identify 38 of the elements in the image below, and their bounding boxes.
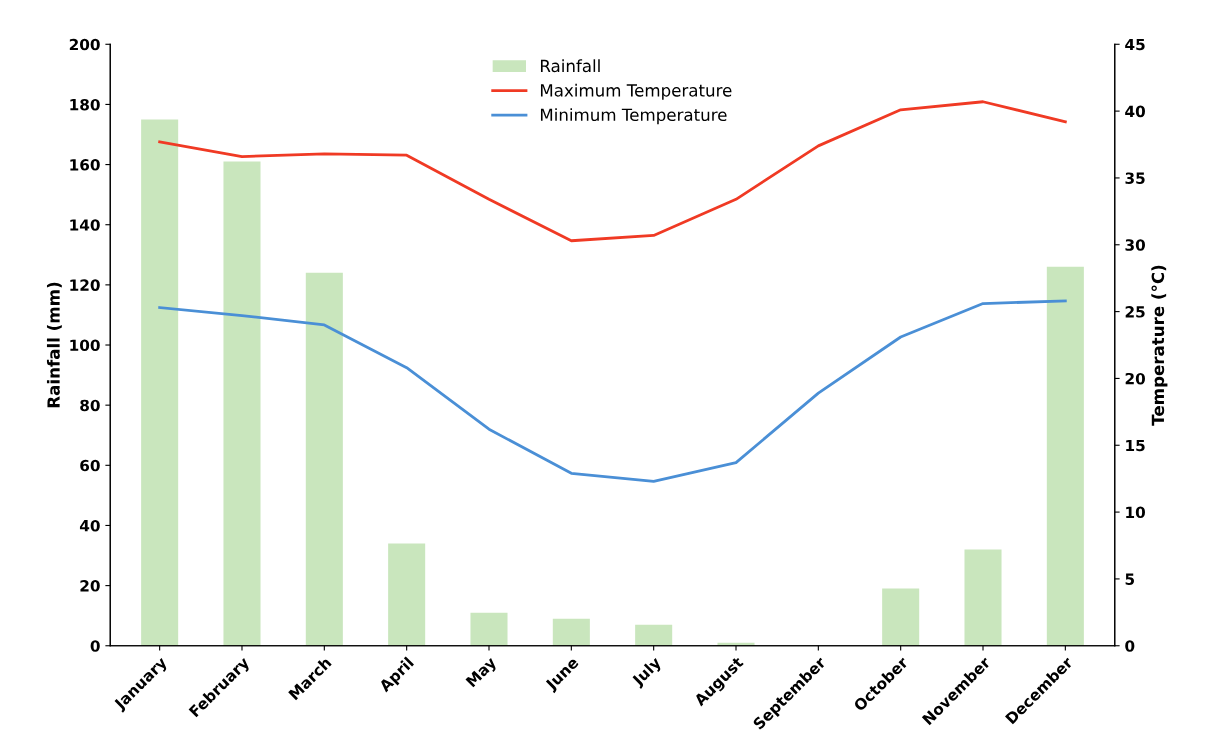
y2-tick-label: 0 — [1125, 640, 1135, 652]
legend-label: Rainfall — [540, 59, 600, 73]
bar — [552, 618, 590, 646]
y-tick-label: 0 — [90, 640, 100, 652]
y2-tick-label: 20 — [1125, 372, 1145, 385]
y-axis-title: Rainfall (mm) — [46, 282, 62, 408]
y2-tick-label: 5 — [1125, 573, 1135, 585]
legend-label: Minimum Temperature — [540, 108, 727, 125]
bar — [964, 549, 1002, 646]
y-tick-label: 180 — [70, 98, 100, 111]
y-tick-label: 140 — [70, 219, 100, 231]
y2-axis-title: Temperature (°C) — [1151, 265, 1168, 426]
y2-tick-label: 15 — [1126, 439, 1145, 452]
bar — [470, 612, 508, 646]
bar — [1046, 266, 1084, 646]
y-tick-label: 80 — [80, 399, 100, 412]
y2-tick-label: 10 — [1126, 506, 1145, 519]
y-tick-label: 40 — [79, 519, 100, 532]
bar — [388, 543, 426, 646]
bar — [635, 624, 673, 646]
line-series — [158, 100, 1067, 243]
bar — [882, 588, 920, 646]
y-tick-label: 100 — [70, 339, 100, 352]
line-series — [158, 299, 1067, 483]
y-tick-label: 160 — [70, 159, 100, 171]
y-tick-label: 20 — [80, 580, 100, 592]
y-tick-label: 120 — [70, 279, 100, 291]
legend-label: Maximum Temperature — [540, 83, 732, 100]
bar — [305, 272, 343, 646]
bar — [141, 119, 179, 646]
y2-tick-label: 35 — [1125, 172, 1145, 184]
y2-tick-label: 40 — [1125, 105, 1145, 118]
y-tick-label: 60 — [80, 459, 100, 472]
y2-tick-label: 45 — [1125, 38, 1145, 51]
y2-tick-label: 30 — [1125, 239, 1145, 251]
bar — [223, 161, 261, 646]
y2-tick-label: 25 — [1125, 306, 1145, 318]
y-tick-label: 200 — [69, 38, 100, 51]
